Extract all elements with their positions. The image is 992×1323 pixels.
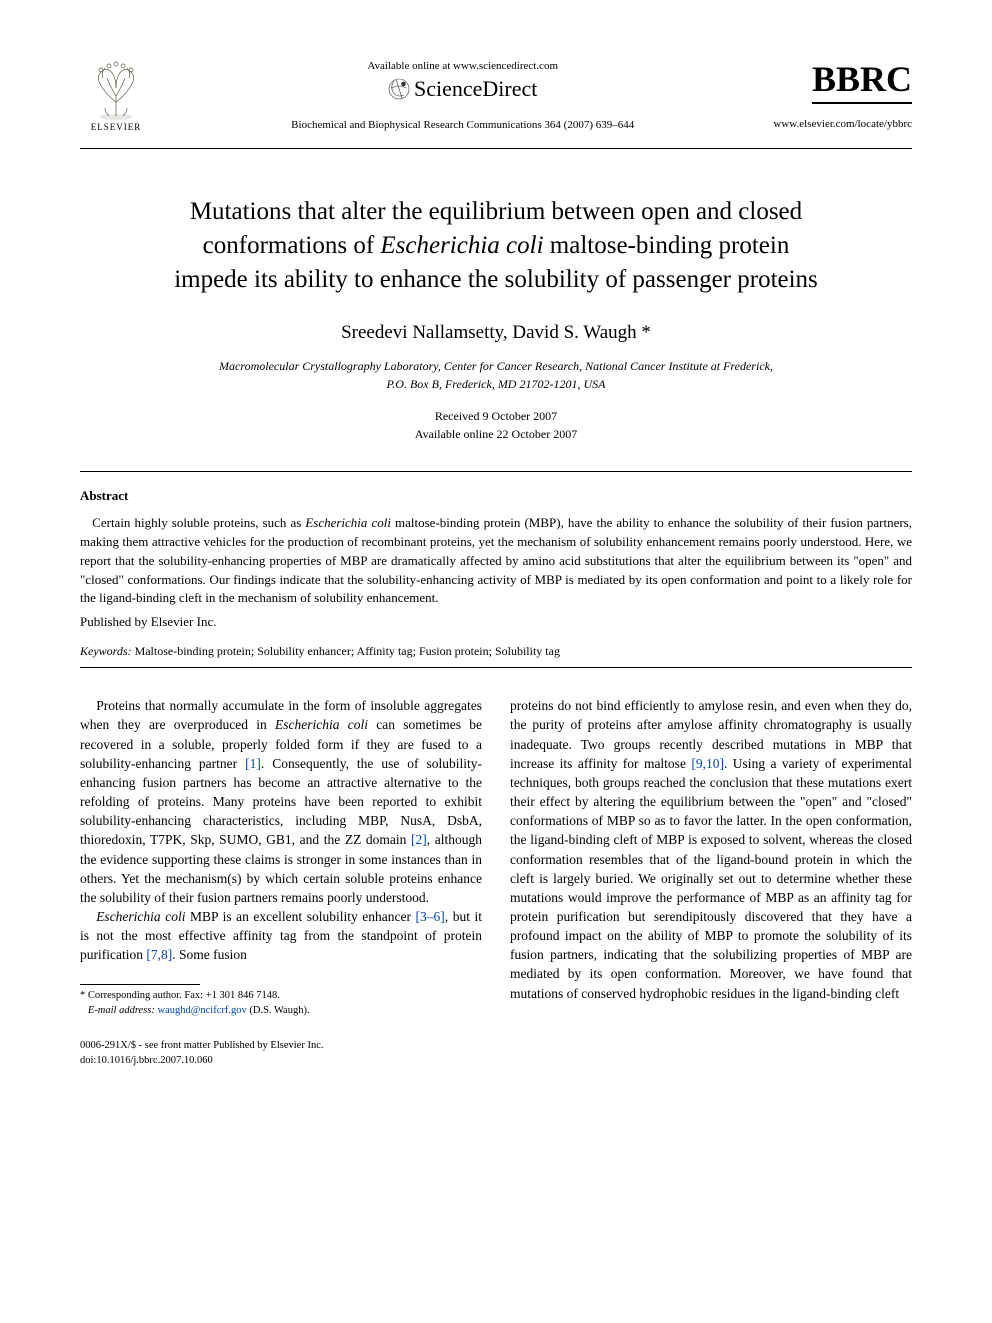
page: ELSEVIER Available online at www.science… xyxy=(0,0,992,1118)
col1-p2: Escherichia coli MBP is an excellent sol… xyxy=(80,907,482,964)
title-line2b-italic: Escherichia coli xyxy=(380,232,543,259)
ref-3-6[interactable]: [3–6] xyxy=(416,909,445,924)
ref-2[interactable]: [2] xyxy=(411,832,427,847)
col2-p1: proteins do not bind efficiently to amyl… xyxy=(510,696,912,1003)
keywords-label: Keywords: xyxy=(80,644,132,658)
footnote-email-label: E-mail address: xyxy=(88,1005,155,1016)
journal-url: www.elsevier.com/locate/ybbrc xyxy=(773,118,912,130)
authors: Sreedevi Nallamsetty, David S. Waugh * xyxy=(80,322,912,344)
keywords-text: Maltose-binding protein; Solubility enha… xyxy=(132,644,560,658)
article-title: Mutations that alter the equilibrium bet… xyxy=(90,195,902,296)
keywords: Keywords: Maltose-binding protein; Solub… xyxy=(80,644,912,659)
footer-line1: 0006-291X/$ - see front matter Published… xyxy=(80,1040,323,1051)
footnote-corr-text: * Corresponding author. Fax: +1 301 846 … xyxy=(80,990,280,1001)
c1p1b-italic: Escherichia coli xyxy=(275,717,368,732)
abstract-bottom-rule xyxy=(80,667,912,668)
title-line3: impede its ability to enhance the solubi… xyxy=(174,266,818,293)
abstract-heading: Abstract xyxy=(80,488,912,504)
title-line2a: conformations of xyxy=(203,232,381,259)
abstract-b-italic: Escherichia coli xyxy=(305,515,391,530)
header-row: ELSEVIER Available online at www.science… xyxy=(80,58,912,140)
c1p2b: MBP is an excellent solubility enhancer xyxy=(185,909,415,924)
footnote-email-link[interactable]: waughd@ncifcrf.gov xyxy=(155,1005,247,1016)
footer-line2: doi:10.1016/j.bbrc.2007.10.060 xyxy=(80,1055,213,1066)
c1p2d: . Some fusion xyxy=(172,947,247,962)
bbrc-logo: BBRC xyxy=(812,58,912,104)
affiliation-line1: Macromolecular Crystallography Laborator… xyxy=(219,359,773,373)
ref-7-8[interactable]: [7,8] xyxy=(146,947,172,962)
footnote-corresponding: * Corresponding author. Fax: +1 301 846 … xyxy=(80,989,482,1018)
elsevier-logo: ELSEVIER xyxy=(80,58,152,140)
footnote-email-suffix: (D.S. Waugh). xyxy=(247,1005,310,1016)
ref-9-10[interactable]: [9,10] xyxy=(691,756,724,771)
c1p2a-italic: Escherichia coli xyxy=(96,909,185,924)
center-header: Available online at www.sciencedirect.co… xyxy=(152,58,773,131)
received-date: Received 9 October 2007 xyxy=(435,409,557,423)
available-online-text: Available online at www.sciencedirect.co… xyxy=(152,60,773,72)
sciencedirect-logo: ScienceDirect xyxy=(388,76,537,102)
column-left: Proteins that normally accumulate in the… xyxy=(80,696,482,1019)
bbrc-block: BBRC www.elsevier.com/locate/ybbrc xyxy=(773,58,912,130)
text-columns: Proteins that normally accumulate in the… xyxy=(80,696,912,1019)
elsevier-tree-icon xyxy=(83,58,149,120)
sciencedirect-icon xyxy=(388,78,410,100)
title-line1: Mutations that alter the equilibrium bet… xyxy=(190,198,802,225)
journal-reference: Biochemical and Biophysical Research Com… xyxy=(152,119,773,131)
published-by: Published by Elsevier Inc. xyxy=(80,614,912,630)
abstract-a: Certain highly soluble proteins, such as xyxy=(92,515,305,530)
affiliation-line2: P.O. Box B, Frederick, MD 21702-1201, US… xyxy=(387,377,606,391)
page-footer: 0006-291X/$ - see front matter Published… xyxy=(80,1039,912,1068)
abstract-body: Certain highly soluble proteins, such as… xyxy=(80,514,912,608)
dates-block: Received 9 October 2007 Available online… xyxy=(80,407,912,443)
col1-p1: Proteins that normally accumulate in the… xyxy=(80,696,482,907)
column-right: proteins do not bind efficiently to amyl… xyxy=(510,696,912,1019)
available-date: Available online 22 October 2007 xyxy=(415,427,577,441)
title-line2c: maltose-binding protein xyxy=(544,232,790,259)
affiliation: Macromolecular Crystallography Laborator… xyxy=(80,358,912,393)
header-rule xyxy=(80,148,912,149)
c2p1b: . Using a variety of experimental techni… xyxy=(510,756,912,1001)
ref-1[interactable]: [1] xyxy=(245,756,261,771)
sciencedirect-text: ScienceDirect xyxy=(414,76,537,102)
elsevier-name: ELSEVIER xyxy=(91,122,142,132)
